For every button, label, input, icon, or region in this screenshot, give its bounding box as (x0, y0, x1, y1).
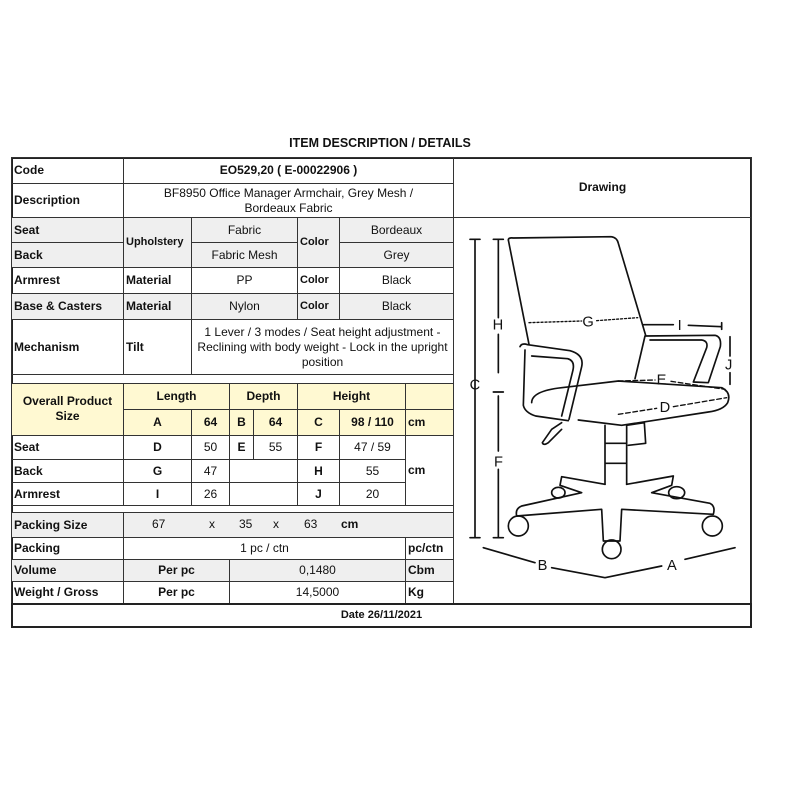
dim-b-value: 64 (253, 409, 298, 436)
label-c: C (470, 377, 481, 393)
back-color: Grey (339, 242, 454, 268)
dim-d: D (123, 435, 192, 460)
armrest-material: PP (191, 267, 298, 294)
dim-f-value: 47 / 59 (339, 435, 406, 460)
depth-header: Depth (229, 383, 298, 410)
dim-j-value: 20 (339, 482, 406, 506)
packing-label: Packing (11, 537, 124, 560)
header-blank (405, 383, 454, 410)
packing-unit: pc/ctn (405, 537, 454, 560)
base-label: Base & Casters (11, 293, 124, 320)
back-upholstery: Fabric Mesh (191, 242, 298, 268)
document-title: ITEM DESCRIPTION / DETAILS (289, 136, 471, 150)
parts-unit: cm (405, 435, 454, 506)
description-value: BF8950 Office Manager Armchair, Grey Mes… (123, 183, 454, 218)
dim-i: I (123, 482, 192, 506)
height-header: Height (297, 383, 406, 410)
description-label: Description (11, 183, 124, 218)
code-value: EO529,20 ( E-00022906 ) (123, 157, 454, 184)
base-color: Black (339, 293, 454, 320)
chair-drawing: C H F G I J E D B A (469, 235, 736, 579)
dim-b: B (229, 409, 254, 436)
packing-size-value: 67 x 35 x 63 cm (123, 512, 454, 538)
upholstery-label: Upholstery (123, 217, 192, 268)
armrest-size-label: Armrest (11, 482, 124, 506)
label-h: H (493, 317, 504, 333)
label-i: I (678, 318, 682, 334)
code-label: Code (11, 157, 124, 184)
seat-label: Seat (11, 217, 124, 243)
date-label: Date 26/11/2021 (11, 603, 752, 628)
armrest-color-label: Color (297, 267, 340, 294)
packing-height: 63 (304, 517, 318, 531)
color-label: Color (297, 217, 340, 268)
armrest-color: Black (339, 267, 454, 294)
dim-g-value: 47 (191, 459, 230, 483)
volume-per: Per pc (123, 559, 230, 582)
dim-j: J (297, 482, 340, 506)
drawing-area: C H F G I J E D B A (453, 217, 752, 604)
dim-g: G (123, 459, 192, 483)
seat-size-label: Seat (11, 435, 124, 460)
label-f: F (494, 455, 503, 471)
mechanism-value: 1 Lever / 3 modes / Seat height adjustme… (191, 319, 454, 375)
volume-label: Volume (11, 559, 124, 582)
dim-i-value: 26 (191, 482, 230, 506)
blank-cell (229, 459, 298, 483)
dim-d-value: 50 (191, 435, 230, 460)
packing-x: x (209, 517, 215, 531)
overall-size-label: Overall Product Size (11, 383, 124, 436)
packing-size-unit: cm (341, 517, 359, 531)
weight-label: Weight / Gross (11, 581, 124, 604)
label-g: G (582, 315, 593, 331)
label-d: D (660, 400, 671, 416)
base-material-label: Material (123, 293, 192, 320)
dimension-lines (469, 238, 736, 579)
overall-unit: cm (405, 409, 454, 436)
weight-value: 14,5000 (229, 581, 406, 604)
dim-f: F (297, 435, 340, 460)
chair-icon (507, 235, 730, 560)
dim-a: A (123, 409, 192, 436)
mechanism-label: Mechanism (11, 319, 124, 375)
base-color-label: Color (297, 293, 340, 320)
label-e: E (657, 372, 667, 388)
armrest-label: Armrest (11, 267, 124, 294)
back-size-label: Back (11, 459, 124, 483)
seat-color: Bordeaux (339, 217, 454, 243)
base-material: Nylon (191, 293, 298, 320)
seat-upholstery: Fabric (191, 217, 298, 243)
dim-h-value: 55 (339, 459, 406, 483)
back-label: Back (11, 242, 124, 268)
dim-e: E (229, 435, 254, 460)
volume-value: 0,1480 (229, 559, 406, 582)
dim-c-value: 98 / 110 (339, 409, 406, 436)
dim-e-value: 55 (253, 435, 298, 460)
label-j: J (725, 357, 732, 373)
weight-unit: Kg (405, 581, 454, 604)
dim-h: H (297, 459, 340, 483)
length-header: Length (123, 383, 230, 410)
packing-value: 1 pc / ctn (123, 537, 406, 560)
dim-c: C (297, 409, 340, 436)
packing-size-label: Packing Size (11, 512, 124, 538)
weight-per: Per pc (123, 581, 230, 604)
packing-width: 35 (239, 517, 253, 531)
volume-unit: Cbm (405, 559, 454, 582)
drawing-header: Drawing (453, 157, 752, 218)
packing-length: 67 (152, 517, 166, 531)
blank-cell (229, 482, 298, 506)
label-b: B (538, 558, 548, 574)
armrest-material-label: Material (123, 267, 192, 294)
mechanism-type: Tilt (123, 319, 192, 375)
label-a: A (667, 558, 677, 574)
packing-x: x (273, 517, 279, 531)
dim-a-value: 64 (191, 409, 230, 436)
